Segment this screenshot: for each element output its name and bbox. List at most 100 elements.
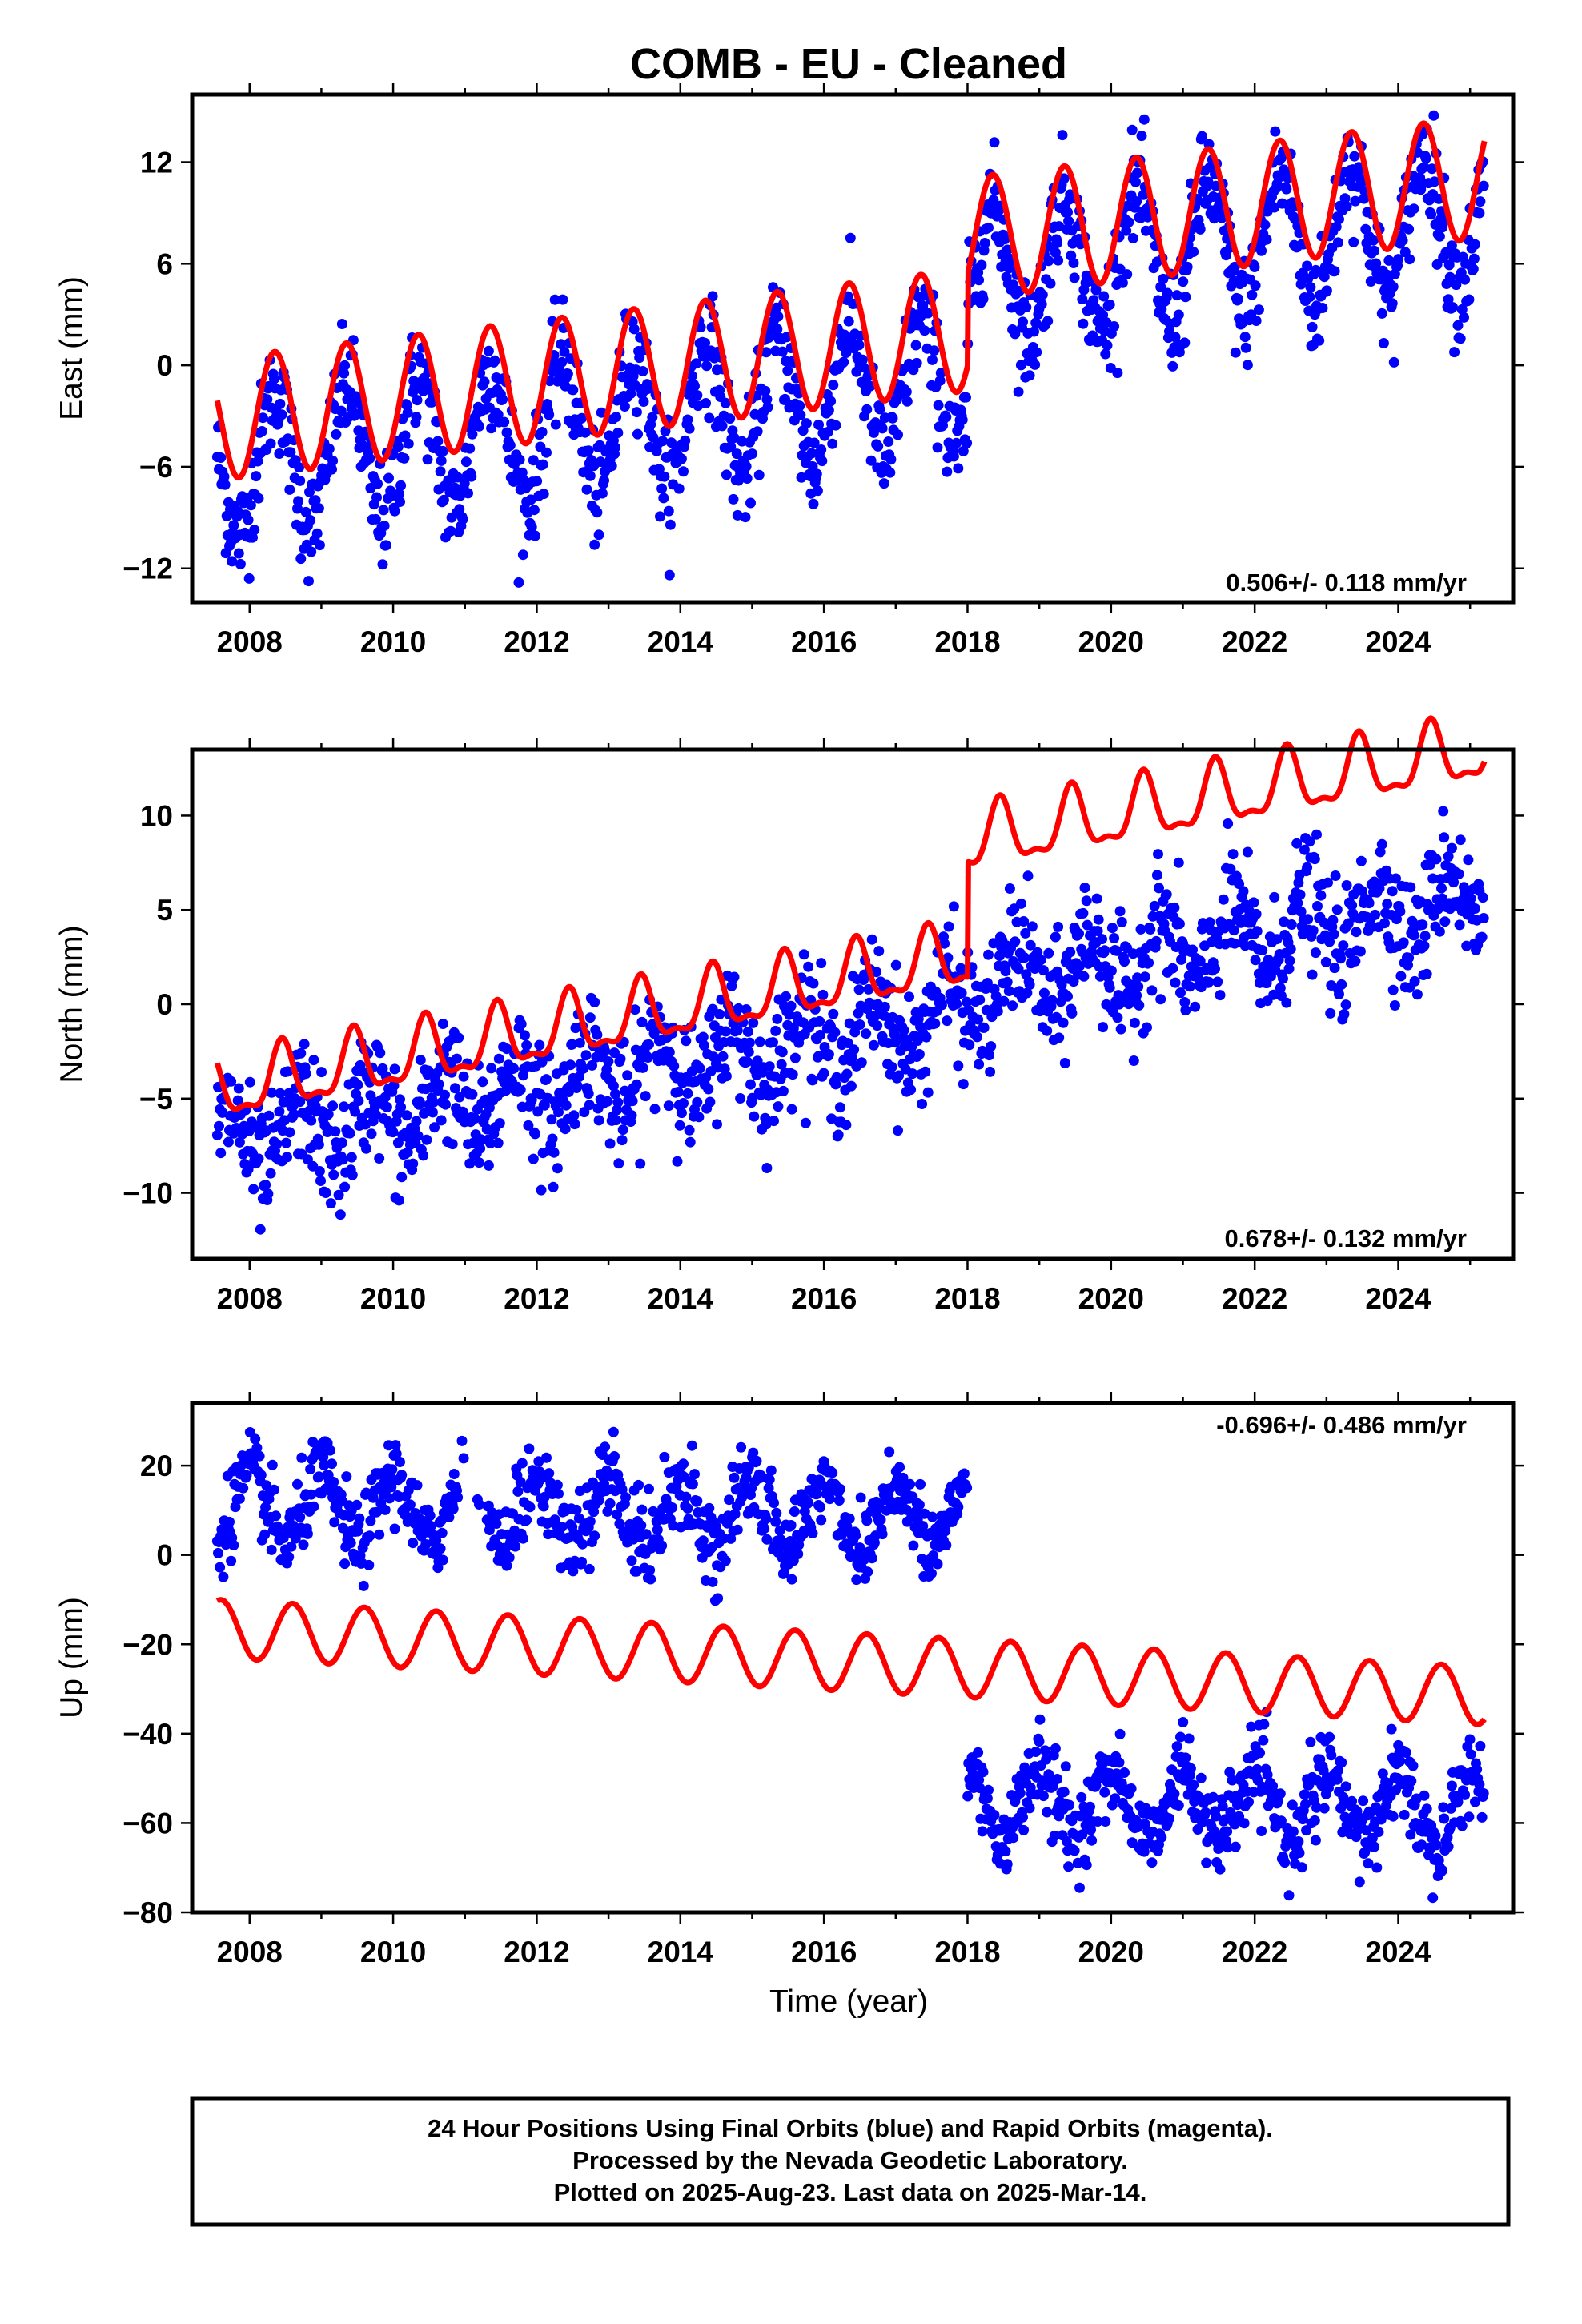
east-data-point xyxy=(658,493,669,504)
north-x-tick-label: 2010 xyxy=(360,1282,426,1315)
east-data-point xyxy=(728,493,739,505)
up-data-point xyxy=(1299,1789,1310,1800)
east-data-point xyxy=(634,352,645,364)
north-data-point xyxy=(536,1184,547,1196)
north-data-point xyxy=(375,1047,386,1059)
east-data-point xyxy=(1259,219,1271,231)
north-data-point xyxy=(1312,901,1323,911)
north-data-point xyxy=(1020,927,1031,939)
up-data-point xyxy=(713,1593,724,1604)
east-data-point xyxy=(729,432,740,444)
east-data-point xyxy=(1302,260,1313,271)
north-data-point xyxy=(1054,1032,1065,1043)
north-data-point xyxy=(1315,890,1327,901)
up-data-point xyxy=(1246,1721,1257,1732)
north-data-point xyxy=(604,1138,616,1149)
north-data-point xyxy=(720,1026,731,1037)
up-x-tick-label: 2010 xyxy=(360,1936,426,1968)
north-data-point xyxy=(1099,945,1110,956)
east-data-point xyxy=(1426,209,1437,220)
up-data-point xyxy=(290,1533,301,1544)
north-data-point xyxy=(454,1092,465,1103)
east-data-point xyxy=(1138,114,1150,125)
east-data-point xyxy=(559,346,570,357)
east-data-point xyxy=(576,412,588,424)
up-data-point xyxy=(345,1538,356,1549)
north-data-point xyxy=(532,1106,544,1117)
north-data-point xyxy=(714,1009,725,1019)
north-data-point xyxy=(215,1148,227,1159)
up-data-point xyxy=(1188,1779,1199,1791)
up-data-point xyxy=(1251,1763,1263,1775)
north-data-point xyxy=(956,987,967,999)
east-data-point xyxy=(809,437,820,448)
east-data-point xyxy=(725,413,736,424)
up-data-point xyxy=(1400,1747,1411,1758)
up-data-point xyxy=(640,1529,652,1540)
north-data-point xyxy=(907,1068,918,1080)
up-data-point xyxy=(1476,1811,1488,1823)
up-model-line xyxy=(215,1597,1487,1727)
up-data-point xyxy=(1180,1752,1191,1763)
east-data-point xyxy=(541,447,552,458)
north-y-tick-label: 0 xyxy=(156,988,173,1021)
up-data-point xyxy=(1332,1765,1343,1776)
up-data-point xyxy=(1229,1819,1240,1830)
up-data-point xyxy=(515,1477,526,1487)
up-data-point xyxy=(283,1551,295,1562)
east-data-point xyxy=(978,245,990,256)
up-data-point xyxy=(259,1529,271,1540)
east-data-point xyxy=(517,549,528,561)
up-data-point xyxy=(1395,1755,1406,1767)
east-data-point xyxy=(339,360,351,371)
north-data-point xyxy=(1170,977,1181,988)
up-data-point xyxy=(255,1470,267,1481)
up-data-point xyxy=(897,1472,909,1483)
east-data-point xyxy=(1233,293,1243,304)
east-data-point xyxy=(1063,215,1074,227)
up-data-point xyxy=(1060,1761,1071,1772)
east-data-point xyxy=(1369,245,1380,256)
north-data-point xyxy=(335,1209,346,1220)
up-panel: 2008 2010 2012 2014 2016 2018 2020 2022 2024 20 0 −… xyxy=(54,1392,1524,2019)
east-data-point xyxy=(1440,247,1452,258)
north-data-point xyxy=(834,1102,845,1113)
north-data-point xyxy=(697,1031,709,1043)
east-data-point xyxy=(262,394,273,405)
up-data-point xyxy=(541,1452,552,1463)
north-data-point xyxy=(953,1060,964,1072)
east-data-point xyxy=(1062,207,1073,218)
up-data-point xyxy=(656,1540,668,1551)
north-data-point xyxy=(1227,849,1239,860)
east-data-point xyxy=(245,500,256,511)
up-data-point xyxy=(689,1469,700,1480)
up-data-point xyxy=(296,1452,307,1463)
east-data-point xyxy=(625,388,636,399)
north-data-point xyxy=(1081,895,1092,907)
footer-box: 24 Hour Positions Using Final Orbits (bl… xyxy=(190,2096,1511,2227)
up-data-point xyxy=(1439,1813,1450,1824)
up-data-point xyxy=(1239,1818,1250,1829)
north-data-point xyxy=(642,1052,653,1063)
east-data-point xyxy=(1427,163,1438,175)
east-data-point xyxy=(514,454,525,465)
up-data-point xyxy=(412,1480,423,1491)
east-data-point xyxy=(673,483,685,494)
up-data-point xyxy=(927,1511,938,1522)
north-data-point xyxy=(1082,919,1093,931)
east-data-point xyxy=(773,311,784,322)
east-data-point xyxy=(466,471,477,482)
east-data-point xyxy=(1334,214,1344,225)
up-data-point xyxy=(1465,1749,1476,1760)
north-data-point xyxy=(1303,914,1314,925)
east-data-point xyxy=(251,471,262,482)
north-data-point xyxy=(548,1147,560,1158)
north-data-point xyxy=(826,1113,837,1124)
north-data-point xyxy=(1433,902,1444,913)
up-data-point xyxy=(1002,1859,1013,1870)
east-data-point xyxy=(1077,294,1088,304)
north-data-point xyxy=(1058,1017,1069,1028)
east-x-tick-label: 2016 xyxy=(791,625,857,658)
north-data-point xyxy=(627,1096,638,1107)
east-data-point xyxy=(1270,126,1281,137)
